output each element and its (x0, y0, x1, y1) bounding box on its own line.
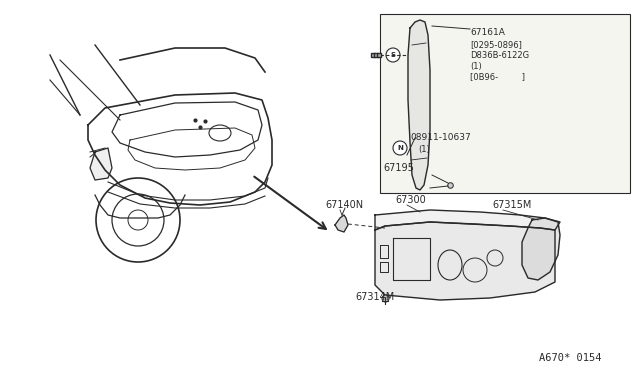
Text: 08911-10637: 08911-10637 (410, 133, 471, 142)
Text: (1): (1) (470, 62, 482, 71)
Polygon shape (408, 20, 430, 190)
Bar (380, 14, 630, 193)
Text: 67195: 67195 (383, 163, 414, 173)
Circle shape (393, 141, 407, 155)
Text: [0295-0896]: [0295-0896] (470, 40, 522, 49)
Text: 67315M: 67315M (492, 200, 531, 210)
Text: 67300: 67300 (395, 195, 426, 205)
Text: 67314M: 67314M (355, 292, 394, 302)
Polygon shape (90, 148, 112, 180)
Polygon shape (375, 222, 555, 300)
Text: [0B96-         ]: [0B96- ] (470, 72, 525, 81)
Text: 67140N: 67140N (325, 200, 363, 210)
Text: D836B-6122G: D836B-6122G (470, 51, 529, 60)
Polygon shape (335, 215, 348, 232)
Text: S: S (390, 52, 396, 58)
Circle shape (386, 48, 400, 62)
Text: 67161A: 67161A (470, 28, 505, 37)
Text: A670* 0154: A670* 0154 (539, 353, 601, 363)
Polygon shape (375, 210, 560, 230)
Polygon shape (522, 218, 560, 280)
Text: (1): (1) (418, 145, 429, 154)
Text: N: N (397, 145, 403, 151)
